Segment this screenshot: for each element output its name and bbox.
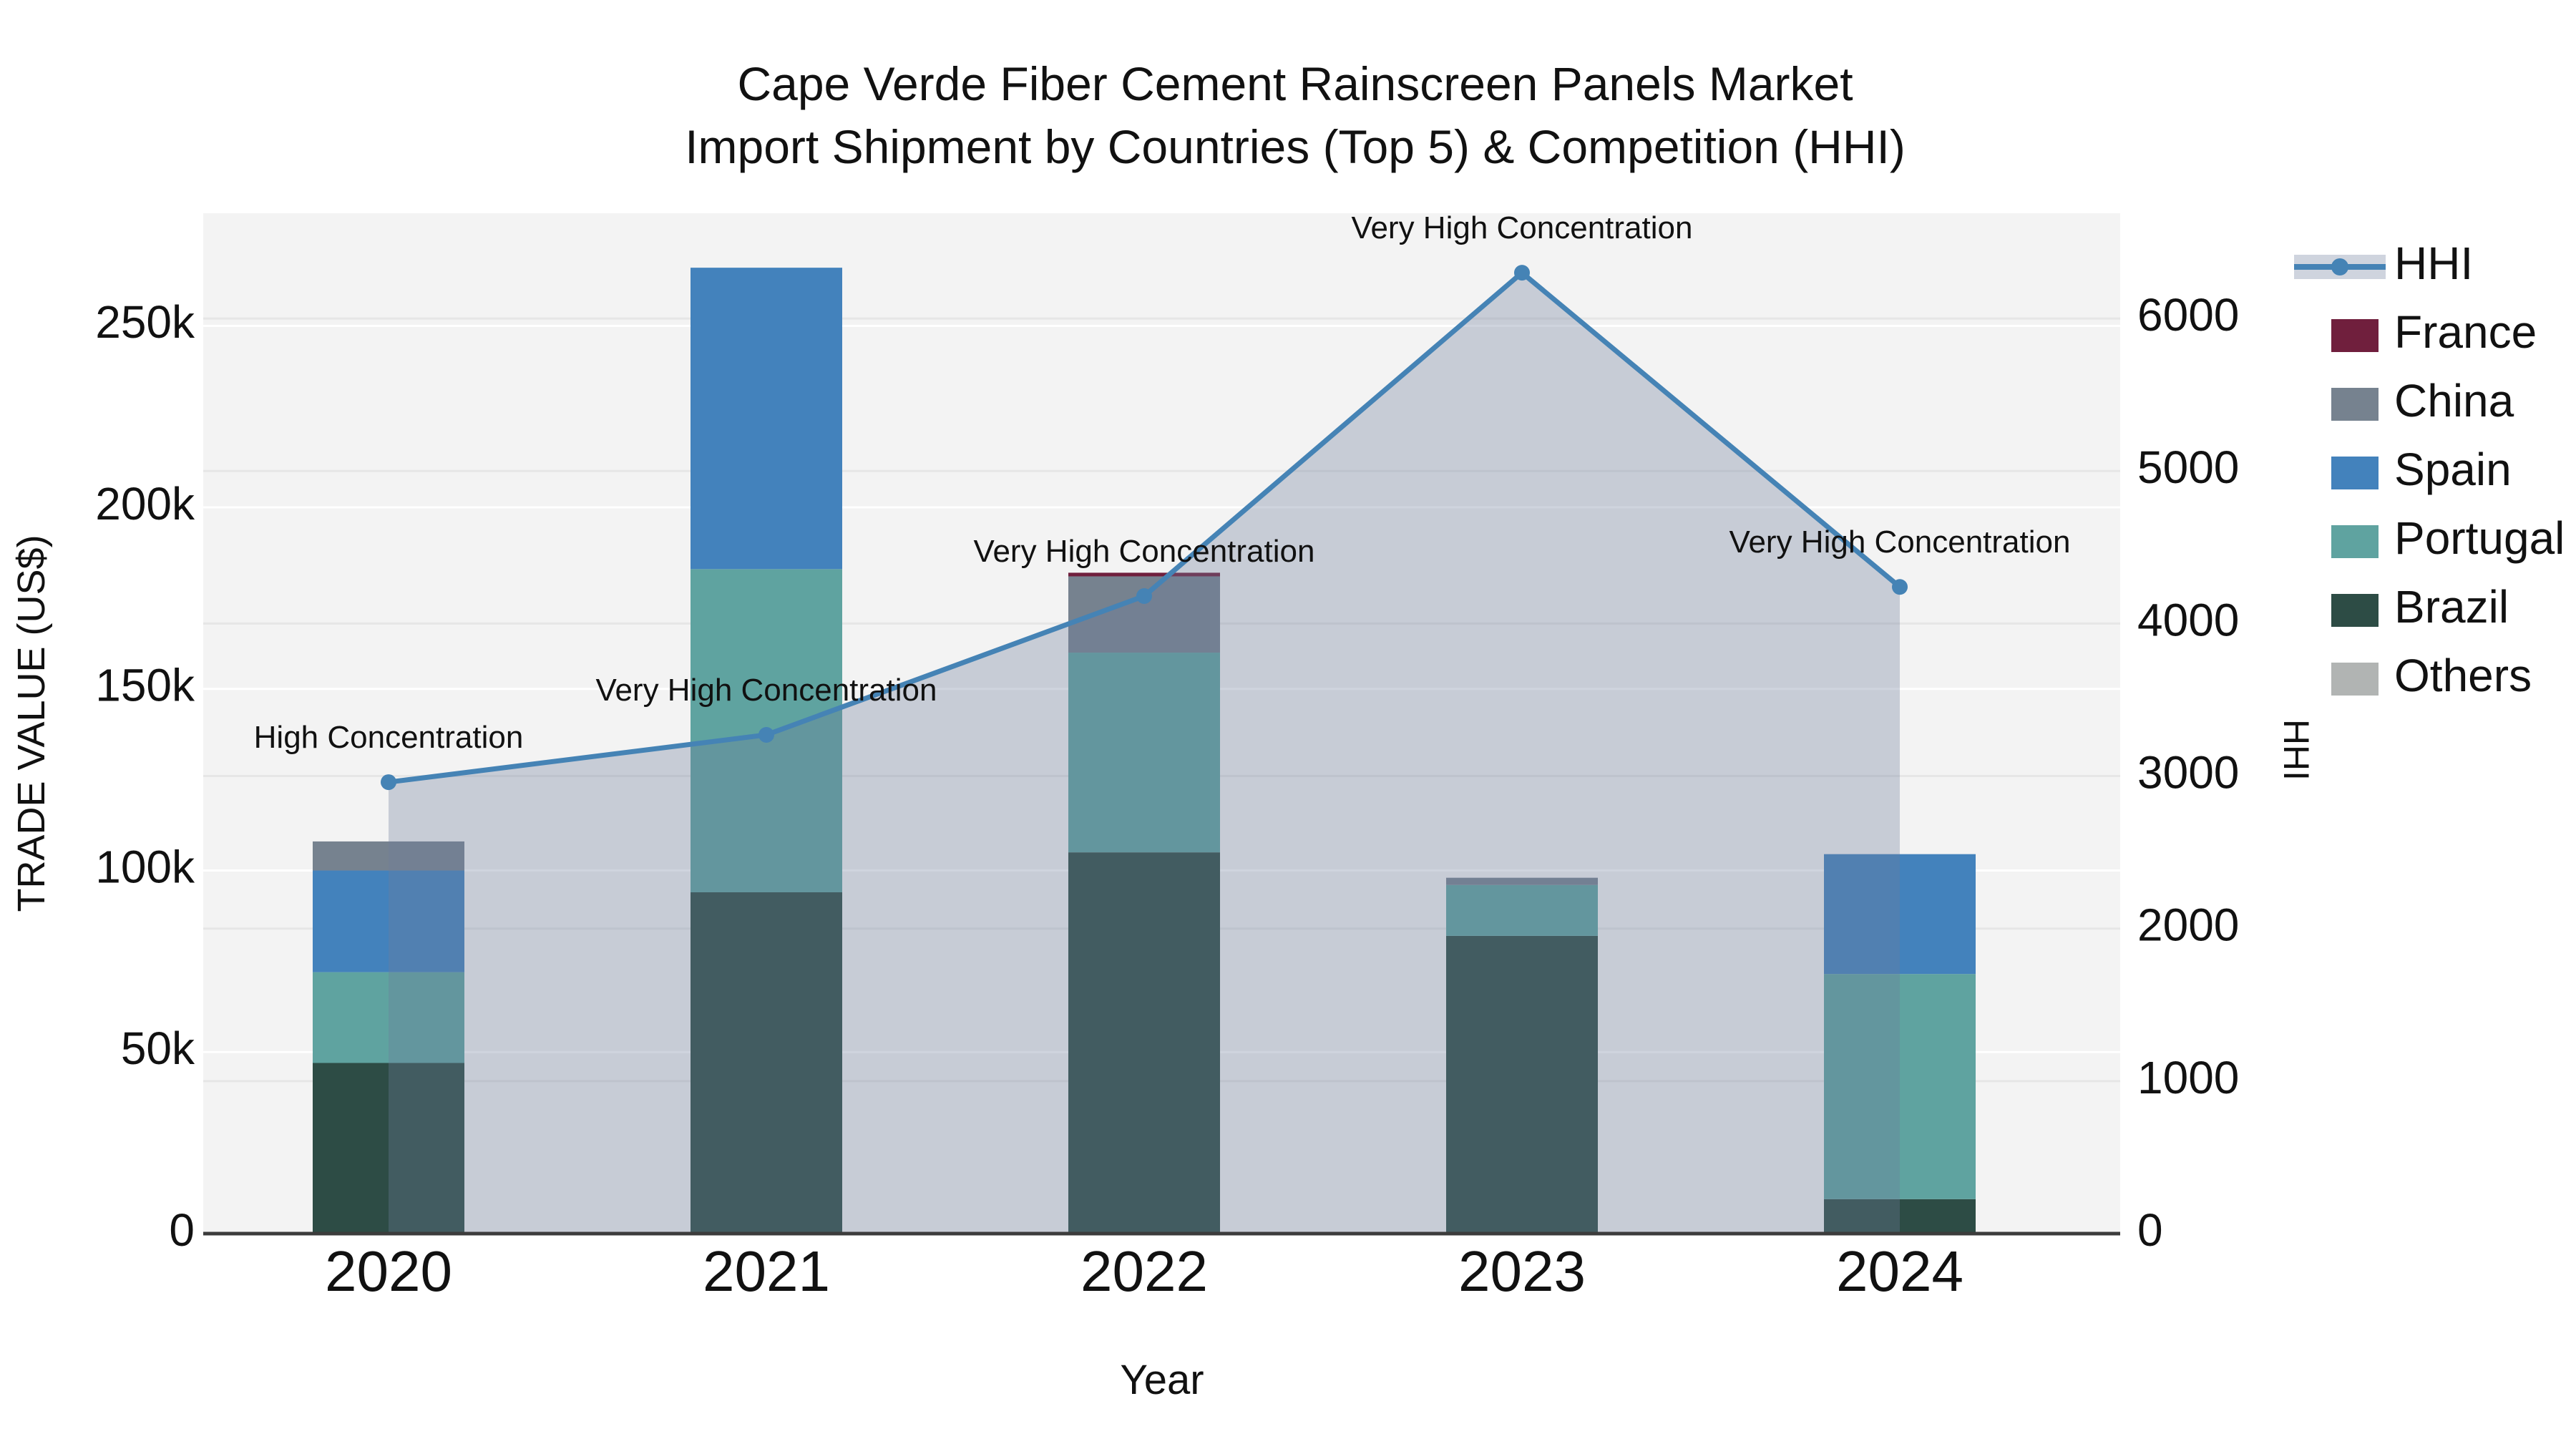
legend-label-others: Others bbox=[2394, 650, 2532, 701]
y-right-tick-1000: 1000 bbox=[2137, 1052, 2239, 1103]
legend-item-hhi[interactable]: HHI bbox=[2294, 238, 2473, 289]
legend-item-france[interactable]: France bbox=[2331, 306, 2537, 358]
legend: HHI France China Spain Portugal Brazil Others bbox=[2294, 238, 2565, 701]
y-right-tick-5000: 5000 bbox=[2137, 441, 2239, 493]
annotation-2021: Very High Concentration bbox=[596, 673, 937, 708]
y-left-axis-title: TRADE VALUE (US$) bbox=[10, 535, 53, 912]
y-right-tick-0: 0 bbox=[2137, 1204, 2163, 1256]
bar-segment-spain-2021 bbox=[691, 268, 842, 570]
chart-title-line2: Import Shipment by Countries (Top 5) & C… bbox=[685, 120, 1906, 173]
legend-item-portugal[interactable]: Portugal bbox=[2331, 512, 2565, 564]
x-tick-2023: 2023 bbox=[1458, 1239, 1586, 1303]
y-left-tick-0: 0 bbox=[169, 1204, 195, 1256]
legend-swatch-france bbox=[2331, 319, 2379, 352]
legend-label-hhi: HHI bbox=[2394, 238, 2473, 289]
x-tick-2024: 2024 bbox=[1836, 1239, 1963, 1303]
legend-item-spain[interactable]: Spain bbox=[2331, 444, 2512, 495]
legend-swatch-spain bbox=[2331, 457, 2379, 489]
legend-swatch-china bbox=[2331, 388, 2379, 421]
hhi-marker-2023 bbox=[1514, 265, 1530, 281]
bar-segment-brazil-2021 bbox=[691, 892, 842, 1234]
hhi-marker-2021 bbox=[758, 726, 774, 743]
y-right-tick-4000: 4000 bbox=[2137, 594, 2239, 645]
y-left-tick-250k: 250k bbox=[95, 296, 195, 348]
bar-segment-portugal-2020 bbox=[313, 972, 464, 1063]
annotation-2020: High Concentration bbox=[254, 720, 524, 755]
y-left-tick-100k: 100k bbox=[95, 841, 195, 892]
annotation-2024: Very High Concentration bbox=[1729, 525, 2071, 560]
annotation-2022: Very High Concentration bbox=[974, 534, 1315, 569]
legend-label-portugal: Portugal bbox=[2394, 512, 2565, 564]
y-right-tick-2000: 2000 bbox=[2137, 899, 2239, 951]
legend-swatch-others bbox=[2331, 663, 2379, 696]
chart-title-line1: Cape Verde Fiber Cement Rainscreen Panel… bbox=[737, 57, 1853, 110]
legend-label-brazil: Brazil bbox=[2394, 581, 2509, 633]
bar-segment-china-2023 bbox=[1446, 877, 1598, 885]
y-left-tick-200k: 200k bbox=[95, 478, 195, 530]
y-left-tick-50k: 50k bbox=[121, 1023, 195, 1074]
legend-hhi-marker bbox=[2331, 258, 2348, 275]
x-tick-2020: 2020 bbox=[325, 1239, 452, 1303]
hhi-marker-2022 bbox=[1136, 588, 1152, 605]
legend-label-spain: Spain bbox=[2394, 444, 2512, 495]
hhi-area-fill bbox=[389, 273, 1900, 1234]
legend-swatch-portugal bbox=[2331, 525, 2379, 558]
bar-segment-spain-2024 bbox=[1824, 854, 1976, 975]
annotation-2023: Very High Concentration bbox=[1352, 210, 1693, 245]
y-right-tick-3000: 3000 bbox=[2137, 746, 2239, 798]
bar-segment-brazil-2022 bbox=[1068, 852, 1220, 1234]
bar-segment-portugal-2022 bbox=[1068, 653, 1220, 853]
bar-segment-spain-2020 bbox=[313, 870, 464, 972]
bar-segment-france-2022 bbox=[1068, 572, 1220, 577]
bar-segment-portugal-2024 bbox=[1824, 974, 1976, 1199]
y-right-axis-title: HHI bbox=[2276, 719, 2316, 781]
bar-segment-brazil-2023 bbox=[1446, 935, 1598, 1234]
hhi-marker-2020 bbox=[381, 774, 396, 791]
plot-area: High Concentration Very High Concentratio… bbox=[95, 210, 2239, 1303]
y-left-tick-150k: 150k bbox=[95, 660, 195, 711]
legend-item-brazil[interactable]: Brazil bbox=[2331, 581, 2509, 633]
legend-item-china[interactable]: China bbox=[2331, 375, 2514, 426]
x-axis-title: Year bbox=[1120, 1357, 1204, 1403]
bar-segment-china-2020 bbox=[313, 841, 464, 871]
bar-segment-brazil-2020 bbox=[313, 1063, 464, 1234]
legend-label-france: France bbox=[2394, 306, 2537, 358]
y-right-tick-6000: 6000 bbox=[2137, 289, 2239, 341]
legend-item-others[interactable]: Others bbox=[2331, 650, 2532, 701]
x-tick-2021: 2021 bbox=[703, 1239, 830, 1303]
x-tick-2022: 2022 bbox=[1080, 1239, 1208, 1303]
bar-segment-portugal-2023 bbox=[1446, 884, 1598, 936]
legend-swatch-brazil bbox=[2331, 594, 2379, 627]
hhi-marker-2024 bbox=[1892, 579, 1908, 595]
bar-segment-brazil-2024 bbox=[1824, 1199, 1976, 1234]
legend-label-china: China bbox=[2394, 375, 2514, 426]
